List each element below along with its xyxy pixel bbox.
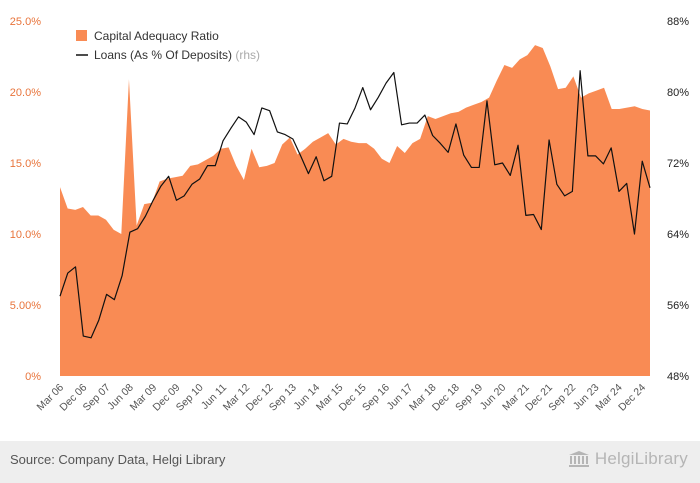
left-tick-label: 25.0% (10, 16, 41, 28)
chart: 0% 5.00% 10.0% 15.0% 20.0% 25.0% 48% 56% 64% 72%… (10, 16, 689, 414)
legend-rhs-note: (rhs) (235, 48, 260, 62)
left-axis: 0% 5.00% 10.0% 15.0% 20.0% 25.0% (10, 16, 41, 383)
right-tick-label: 72% (667, 158, 689, 170)
legend-label-capital-adequacy: Capital Adequacy Ratio (94, 29, 219, 43)
library-columns-icon (568, 451, 589, 467)
legend: Capital Adequacy Ratio Loans (As % Of Dep… (76, 29, 260, 62)
right-axis: 48% 56% 64% 72% 80% 88% (667, 16, 689, 383)
right-tick-label: 88% (667, 16, 689, 28)
capital-adequacy-area (60, 45, 650, 376)
right-tick-label: 64% (667, 229, 689, 241)
right-tick-label: 80% (667, 87, 689, 99)
footer: Source: Company Data, Helgi Library Helg… (0, 441, 700, 483)
source-text: Source: Company Data, Helgi Library (10, 452, 226, 467)
right-tick-label: 48% (667, 371, 689, 383)
legend-label-loans: Loans (As % Of Deposits) (rhs) (94, 48, 260, 62)
line-layer (59, 70, 651, 339)
left-tick-label: 5.00% (10, 300, 41, 312)
helgi-library-logo: HelgiLibrary (568, 449, 688, 469)
loans-line (59, 70, 651, 339)
area-layer (60, 45, 650, 376)
left-tick-label: 10.0% (10, 229, 41, 241)
right-tick-label: 56% (667, 300, 689, 312)
left-tick-label: 0% (25, 371, 41, 383)
logo-text: HelgiLibrary (594, 449, 688, 468)
left-tick-label: 15.0% (10, 158, 41, 170)
legend-swatch-capital-adequacy (76, 30, 87, 41)
left-tick-label: 20.0% (10, 87, 41, 99)
